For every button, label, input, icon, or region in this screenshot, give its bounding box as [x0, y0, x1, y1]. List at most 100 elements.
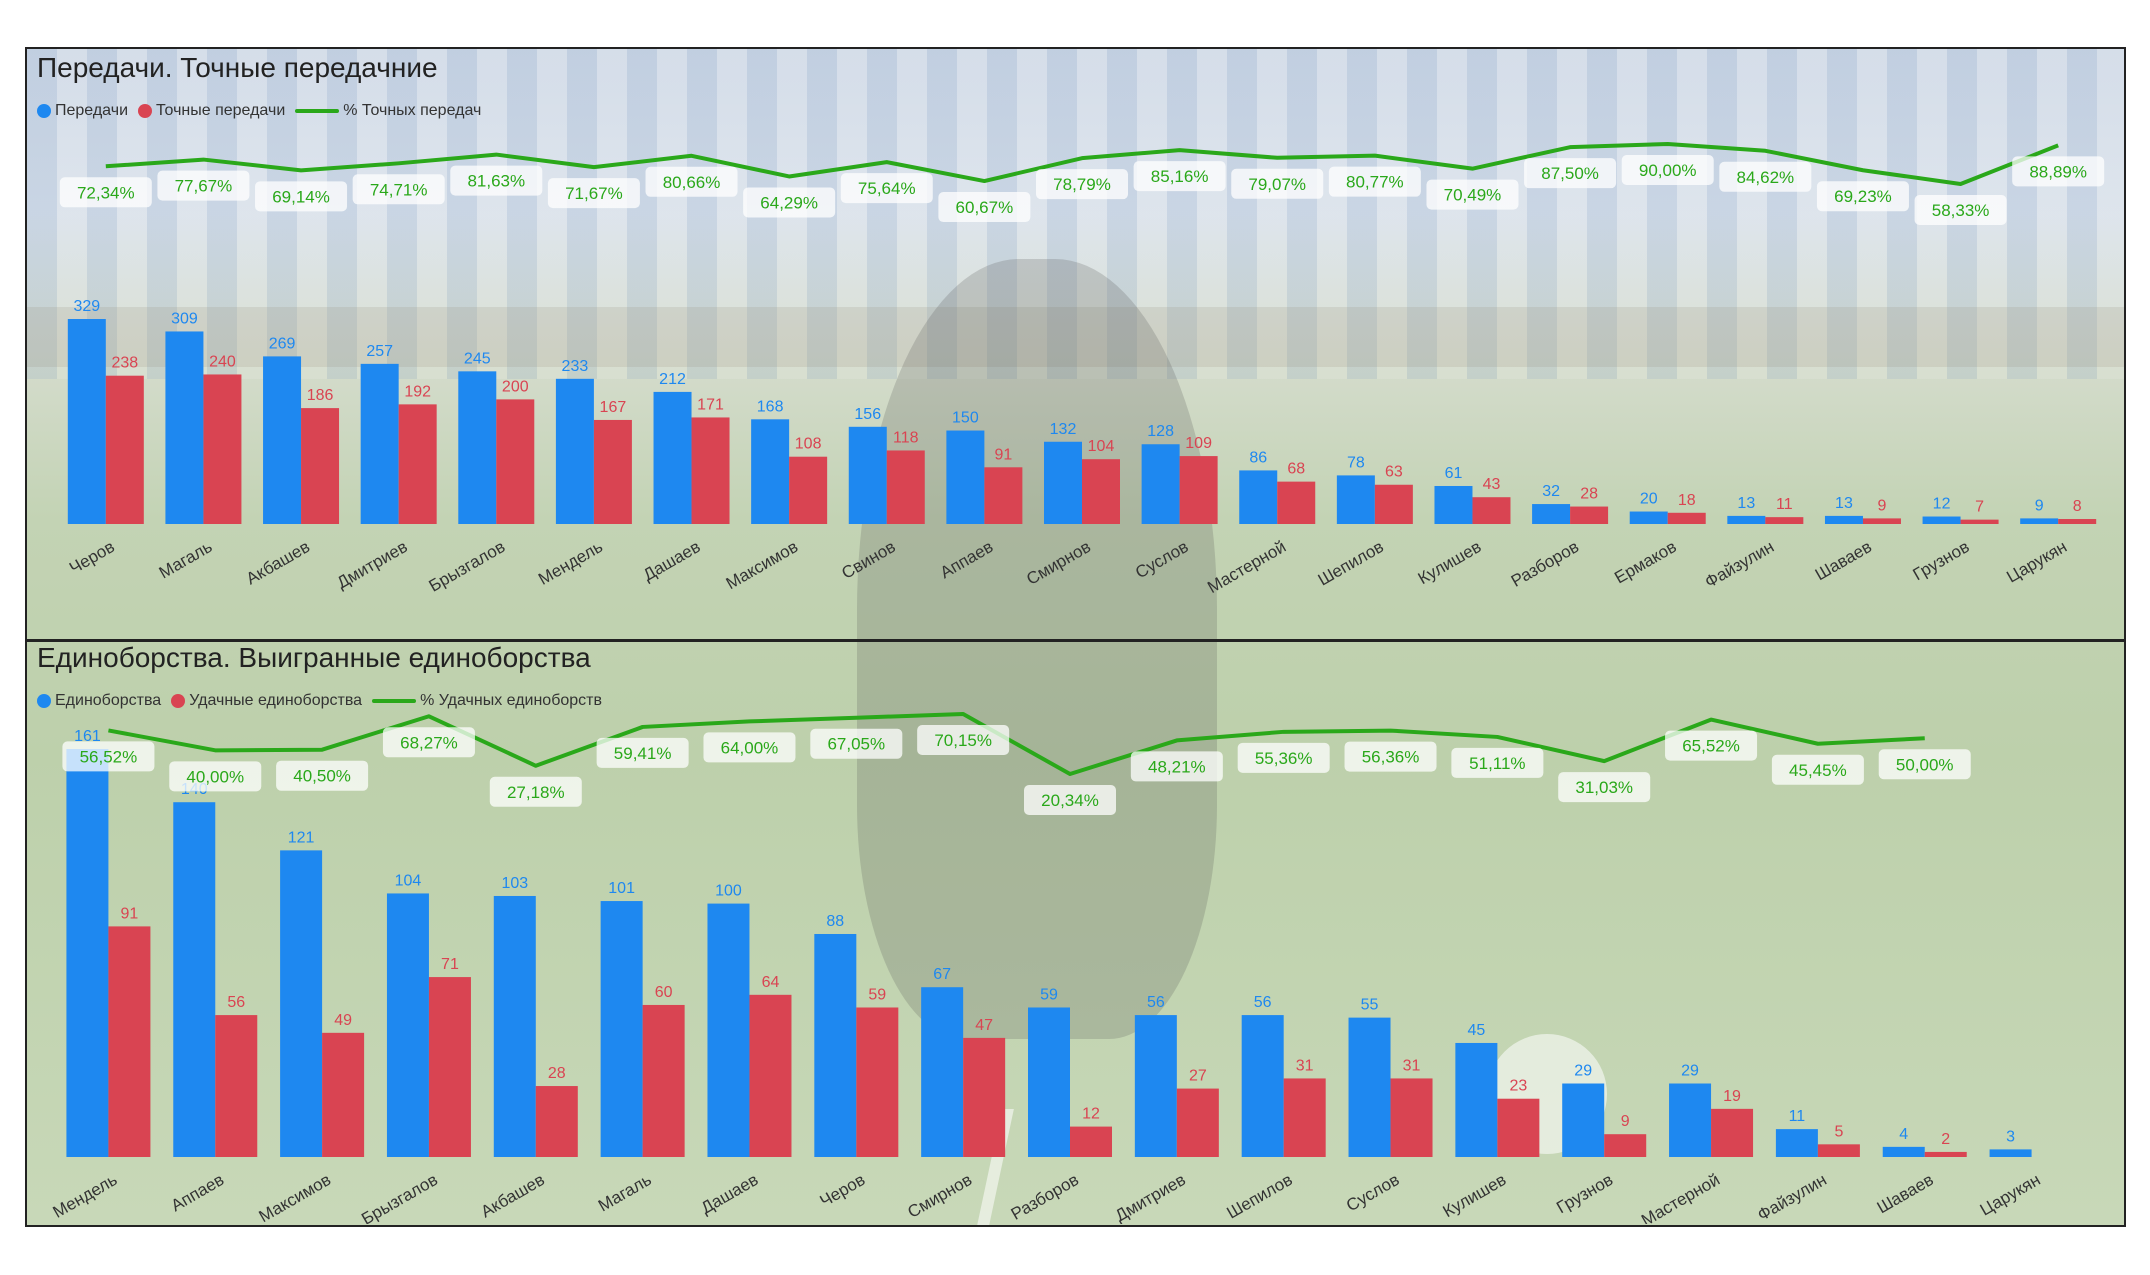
- percent-label: 31,03%: [1558, 772, 1651, 803]
- bar-success-label: 238: [111, 355, 138, 372]
- percent-label-text: 81,63%: [467, 172, 525, 191]
- bar-total: [751, 419, 790, 524]
- bar-total: [1532, 504, 1571, 524]
- bar-total-label: 78: [1347, 454, 1365, 471]
- bar-success: [1390, 1078, 1433, 1157]
- legend-item-won-percent: % Удачных единоборств: [372, 692, 602, 710]
- bar-total-label: 45: [1467, 1022, 1485, 1039]
- category-label: Черов: [66, 537, 118, 578]
- bar-total-label: 3: [2006, 1128, 2015, 1145]
- bar-success-label: 64: [762, 974, 780, 991]
- percent-label-text: 77,67%: [175, 177, 233, 196]
- bar-success-label: 240: [209, 353, 236, 370]
- bar-success-label: 59: [868, 986, 886, 1003]
- percent-label-box: [1524, 158, 1617, 189]
- bar-success: [1570, 506, 1609, 524]
- bar-total: [67, 319, 106, 524]
- bar-total: [1989, 1149, 2032, 1157]
- percent-label-text: 80,66%: [663, 173, 721, 192]
- background-stands: [27, 49, 2124, 379]
- percent-label-text: 48,21%: [1148, 757, 1206, 776]
- legend-swatch-accurate-passes: [138, 104, 152, 118]
- bar-success-label: 31: [1296, 1057, 1314, 1074]
- bar-success: [984, 467, 1023, 524]
- bar-total-label: 121: [288, 829, 315, 846]
- bar-total-label: 13: [1737, 495, 1755, 512]
- bar-success-label: 68: [1287, 461, 1305, 478]
- percent-label-box: [255, 181, 348, 212]
- bar-success-label: 63: [1385, 464, 1403, 481]
- category-label: Мастерной: [1638, 1170, 1723, 1224]
- bar-success-label: 31: [1403, 1057, 1421, 1074]
- percent-label: 67,05%: [810, 728, 903, 759]
- percent-label-box: [62, 741, 155, 772]
- percent-label: 51,11%: [1451, 747, 1544, 778]
- bar-total-label: 88: [826, 913, 844, 930]
- bar-total-label: 309: [171, 310, 198, 327]
- bar-success-label: 18: [1678, 492, 1696, 509]
- legend-swatch-won-duels: [171, 694, 186, 708]
- category-label: Акбашев: [478, 1170, 548, 1221]
- percent-label-box: [1426, 179, 1519, 210]
- bar-total-label: 61: [1445, 465, 1463, 482]
- category-label: Аппаев: [937, 537, 996, 582]
- bar-total: [814, 933, 857, 1157]
- category-label: Максимов: [723, 537, 801, 593]
- percent-label: 75,64%: [840, 173, 933, 204]
- percent-label-text: 88,89%: [2029, 162, 2087, 181]
- category-label: Дашаев: [698, 1170, 762, 1218]
- passes-chart: 329238Черов309240Магаль269186Акбашев2571…: [59, 142, 2105, 597]
- bar-total-label: 56: [1147, 994, 1165, 1011]
- passes-panel: Передачи. Точные передачние Передачи Точ…: [27, 49, 2124, 639]
- percent-label-text: 78,79%: [1053, 175, 1111, 194]
- percent-label-text: 51,11%: [1469, 754, 1525, 773]
- legend-swatch-duels: [37, 694, 51, 708]
- category-label: Максимов: [256, 1170, 334, 1224]
- percent-label-box: [1719, 161, 1812, 192]
- bar-total-label: 245: [464, 350, 491, 367]
- bar-total-label: 59: [1040, 986, 1058, 1003]
- passes-title: Передачи. Точные передачние: [37, 52, 438, 83]
- percent-label-text: 64,00%: [721, 738, 779, 757]
- bar-success-label: 7: [1975, 499, 1984, 516]
- percent-label-box: [1328, 166, 1421, 197]
- bar-success-label: 109: [1185, 435, 1212, 452]
- bar-total: [280, 850, 323, 1157]
- legend-label-won-duels: Удачные единоборства: [189, 692, 363, 709]
- bar-success: [1070, 1126, 1112, 1157]
- percent-label-box: [157, 170, 250, 201]
- bar-success-label: 108: [795, 436, 822, 453]
- category-label: Файзулин: [1702, 537, 1778, 592]
- percent-label-text: 59,41%: [614, 744, 672, 763]
- category-label: Дашаев: [640, 537, 704, 585]
- bar-success: [105, 375, 144, 524]
- bar-success: [215, 1015, 258, 1157]
- percent-label: 65,52%: [1665, 730, 1758, 761]
- bar-success: [1472, 497, 1511, 524]
- percent-label-text: 71,67%: [565, 184, 623, 203]
- percent-label-box: [59, 177, 152, 208]
- bar-total: [1134, 1015, 1177, 1157]
- percent-line: [108, 712, 1925, 776]
- percent-label-text: 70,49%: [1444, 186, 1502, 205]
- bar-total-label: 86: [1249, 449, 1267, 466]
- bar-total: [1824, 515, 1863, 524]
- bar-total-label: 29: [1681, 1063, 1699, 1080]
- bar-total: [263, 356, 302, 524]
- bar-success: [1082, 459, 1120, 524]
- percent-label-text: 87,50%: [1541, 164, 1599, 183]
- percent-label-text: 40,00%: [186, 767, 244, 786]
- bar-success: [1277, 481, 1316, 524]
- bar-success-label: 5: [1834, 1123, 1843, 1140]
- bar-success-label: 28: [548, 1065, 566, 1082]
- bar-success: [322, 1032, 365, 1157]
- category-label: Брызгалов: [426, 537, 509, 596]
- percent-label-box: [1621, 155, 1714, 185]
- percent-line: [105, 142, 2059, 186]
- percent-label-text: 20,34%: [1041, 791, 1099, 810]
- percent-label-box: [382, 727, 475, 758]
- bar-success: [691, 417, 730, 524]
- percent-label-box: [1665, 730, 1758, 761]
- bar-total: [1922, 516, 1961, 524]
- percent-label: 85,16%: [1133, 161, 1226, 192]
